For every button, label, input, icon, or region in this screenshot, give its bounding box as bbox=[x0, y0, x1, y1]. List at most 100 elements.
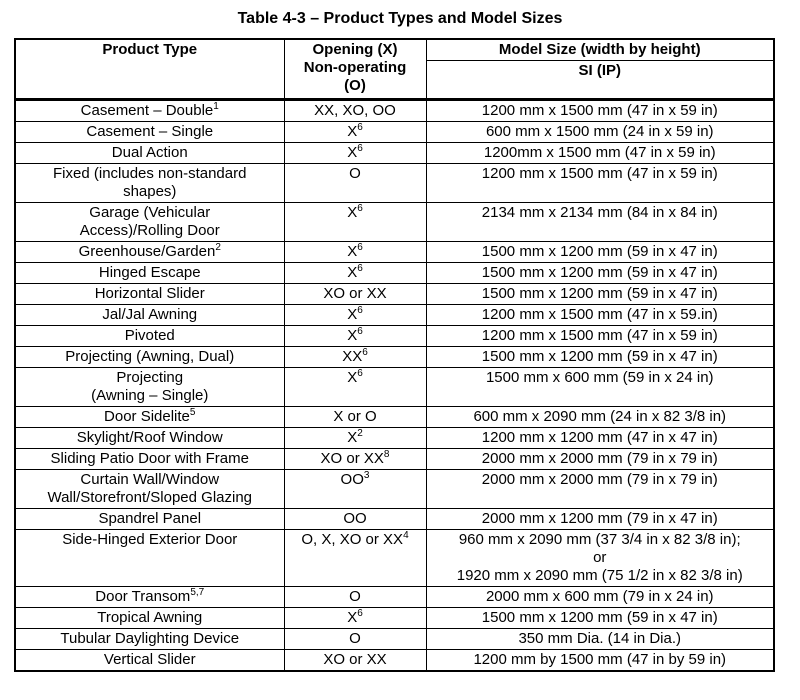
product-type-cell: Tropical Awning bbox=[14, 607, 285, 629]
product-type-cell: Vertical Slider bbox=[14, 649, 285, 672]
product-type-text: Fixed (includes non-standard shapes) bbox=[53, 165, 247, 200]
product-type-cell: Curtain Wall/Window Wall/Storefront/Slop… bbox=[14, 469, 285, 509]
table-header: Product Type Opening (X) Non-operating (… bbox=[14, 38, 775, 101]
header-product-type: Product Type bbox=[14, 38, 285, 101]
opening-text: OO bbox=[343, 510, 367, 527]
opening-text: X bbox=[347, 306, 358, 323]
product-type-text: Greenhouse/Garden bbox=[78, 243, 216, 260]
header-si-ip: SI (IP) bbox=[425, 60, 775, 101]
product-type-text: Garage (Vehicular Access)/Rolling Door bbox=[79, 204, 220, 239]
product-types-table: Product Type Opening (X) Non-operating (… bbox=[14, 38, 775, 672]
product-type-cell: Greenhouse/Garden2 bbox=[14, 241, 285, 263]
model-size-cell: 2000 mm x 2000 mm (79 in x 79 in) bbox=[425, 469, 775, 509]
opening-cell: XX, XO, OO bbox=[283, 99, 427, 122]
opening-superscript: 6 bbox=[357, 608, 363, 619]
opening-superscript: 6 bbox=[357, 242, 363, 253]
model-size-cell: 2134 mm x 2134 mm (84 in x 84 in) bbox=[425, 202, 775, 242]
opening-text: X bbox=[347, 123, 358, 140]
model-size-cell: 1500 mm x 600 mm (59 in x 24 in) bbox=[425, 367, 775, 407]
opening-text: OO bbox=[340, 471, 364, 488]
model-size-cell: 1200 mm x 1500 mm (47 in x 59 in) bbox=[425, 163, 775, 203]
product-type-text: Sliding Patio Door with Frame bbox=[50, 450, 249, 467]
model-size-cell: 1500 mm x 1200 mm (59 in x 47 in) bbox=[425, 283, 775, 305]
product-type-cell: Casement – Double1 bbox=[14, 99, 285, 122]
model-size-text: 350 mm Dia. (14 in Dia.) bbox=[518, 630, 682, 647]
product-type-cell: Side-Hinged Exterior Door bbox=[14, 529, 285, 587]
header-row-2: SI (IP) bbox=[15, 60, 775, 101]
opening-text: X bbox=[347, 369, 358, 386]
model-size-text: 2000 mm x 2000 mm (79 in x 79 in) bbox=[481, 450, 718, 467]
opening-text: X bbox=[347, 204, 358, 221]
opening-text: X bbox=[347, 429, 358, 446]
header-opening-nonoperating: Opening (X) Non-operating (O) bbox=[283, 38, 427, 101]
table-body: Casement – Double1 XX, XO, OO 1200 mm x … bbox=[14, 99, 775, 672]
opening-superscript: 6 bbox=[362, 347, 368, 358]
product-type-cell: Garage (Vehicular Access)/Rolling Door bbox=[14, 202, 285, 242]
model-size-cell: 600 mm x 2090 mm (24 in x 82 3/8 in) bbox=[425, 406, 775, 428]
model-size-cell: 1200 mm x 1500 mm (47 in x 59 in) bbox=[425, 325, 775, 347]
opening-cell: XX6 bbox=[283, 346, 427, 368]
opening-superscript: 6 bbox=[357, 203, 363, 214]
model-size-text: 1500 mm x 1200 mm (59 in x 47 in) bbox=[481, 285, 718, 302]
model-size-text: 1500 mm x 1200 mm (59 in x 47 in) bbox=[481, 348, 718, 365]
table-row: Dual Action X6 1200mm x 1500 mm (47 in x… bbox=[14, 142, 775, 164]
product-type-text: Tropical Awning bbox=[97, 609, 203, 626]
product-type-text: Curtain Wall/Window Wall/Storefront/Slop… bbox=[47, 471, 253, 506]
opening-superscript: 8 bbox=[383, 449, 390, 460]
opening-cell: X6 bbox=[283, 241, 427, 263]
document-page: { "colors": { "text": "#000000", "backgr… bbox=[0, 9, 800, 700]
opening-cell: XO or XX bbox=[283, 649, 427, 672]
opening-superscript: 6 bbox=[357, 368, 363, 379]
table-row: Sliding Patio Door with Frame XO or XX8 … bbox=[14, 448, 775, 470]
opening-cell: X6 bbox=[283, 607, 427, 629]
product-type-text: Casement – Double bbox=[80, 102, 214, 119]
product-type-cell: Dual Action bbox=[14, 142, 285, 164]
table-title: Table 4-3 – Product Types and Model Size… bbox=[237, 10, 563, 27]
product-type-cell: Projecting (Awning – Single) bbox=[14, 367, 285, 407]
product-type-cell: Door Sidelite5 bbox=[14, 406, 285, 428]
product-type-superscript: 5 bbox=[189, 407, 196, 418]
product-type-text: Spandrel Panel bbox=[98, 510, 202, 527]
product-type-cell: Horizontal Slider bbox=[14, 283, 285, 305]
model-size-text: 1500 mm x 600 mm (59 in x 24 in) bbox=[485, 369, 714, 386]
model-size-cell: 2000 mm x 2000 mm (79 in x 79 in) bbox=[425, 448, 775, 470]
model-size-text: 1200 mm x 1500 mm (47 in x 59 in) bbox=[481, 102, 718, 119]
opening-text: XO or XX bbox=[323, 651, 387, 668]
table-row: Tubular Daylighting Device O 350 mm Dia.… bbox=[14, 628, 775, 650]
model-size-text: 1200mm x 1500 mm (47 in x 59 in) bbox=[483, 144, 716, 161]
product-type-cell: Spandrel Panel bbox=[14, 508, 285, 530]
opening-cell: X6 bbox=[283, 142, 427, 164]
opening-cell: O bbox=[283, 163, 427, 203]
table-row: Casement – Double1 XX, XO, OO 1200 mm x … bbox=[14, 99, 775, 122]
table-row: Door Transom5,7 O 2000 mm x 600 mm (79 i… bbox=[14, 586, 775, 608]
opening-cell: XO or XX8 bbox=[283, 448, 427, 470]
model-size-text: 1200 mm x 1500 mm (47 in x 59 in) bbox=[481, 165, 718, 182]
opening-text: O, X, XO or XX bbox=[301, 531, 404, 548]
opening-cell: O bbox=[283, 586, 427, 608]
opening-superscript: 6 bbox=[357, 326, 363, 337]
model-size-text: 2000 mm x 1200 mm (79 in x 47 in) bbox=[481, 510, 718, 527]
model-size-text: 1500 mm x 1200 mm (59 in x 47 in) bbox=[481, 609, 718, 626]
opening-cell: X6 bbox=[283, 367, 427, 407]
product-type-cell: Fixed (includes non-standard shapes) bbox=[14, 163, 285, 203]
model-size-cell: 350 mm Dia. (14 in Dia.) bbox=[425, 628, 775, 650]
opening-text: O bbox=[349, 588, 361, 605]
product-type-cell: Projecting (Awning, Dual) bbox=[14, 346, 285, 368]
table-row: Spandrel Panel OO 2000 mm x 1200 mm (79 … bbox=[14, 508, 775, 530]
opening-text: XO or XX bbox=[320, 450, 384, 467]
product-type-text: Tubular Daylighting Device bbox=[60, 630, 240, 647]
product-type-cell: Door Transom5,7 bbox=[14, 586, 285, 608]
model-size-text: 2000 mm x 2000 mm (79 in x 79 in) bbox=[481, 471, 718, 488]
product-type-text: Side-Hinged Exterior Door bbox=[62, 531, 238, 548]
opening-cell: OO bbox=[283, 508, 427, 530]
model-size-cell: 1200 mm x 1500 mm (47 in x 59 in) bbox=[425, 99, 775, 122]
opening-cell: X6 bbox=[283, 325, 427, 347]
model-size-cell: 1500 mm x 1200 mm (59 in x 47 in) bbox=[425, 241, 775, 263]
product-type-cell: Hinged Escape bbox=[14, 262, 285, 284]
model-size-cell: 600 mm x 1500 mm (24 in x 59 in) bbox=[425, 121, 775, 143]
table-row: Side-Hinged Exterior Door O, X, XO or XX… bbox=[14, 529, 775, 587]
table-row: Pivoted X6 1200 mm x 1500 mm (47 in x 59… bbox=[14, 325, 775, 347]
opening-text: XX, XO, OO bbox=[314, 102, 396, 119]
table-row: Hinged Escape X6 1500 mm x 1200 mm (59 i… bbox=[14, 262, 775, 284]
model-size-text: 1200 mm by 1500 mm (47 in by 59 in) bbox=[473, 651, 727, 668]
